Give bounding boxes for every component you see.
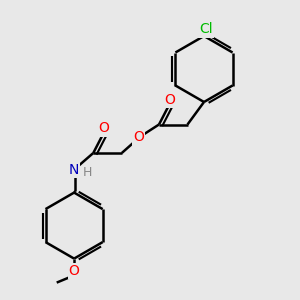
Text: O: O [99, 122, 110, 135]
Text: Cl: Cl [200, 22, 213, 36]
Text: H: H [83, 166, 93, 179]
Text: O: O [164, 93, 175, 107]
Text: O: O [69, 264, 80, 278]
Text: N: N [69, 163, 79, 177]
Text: O: O [134, 130, 144, 144]
